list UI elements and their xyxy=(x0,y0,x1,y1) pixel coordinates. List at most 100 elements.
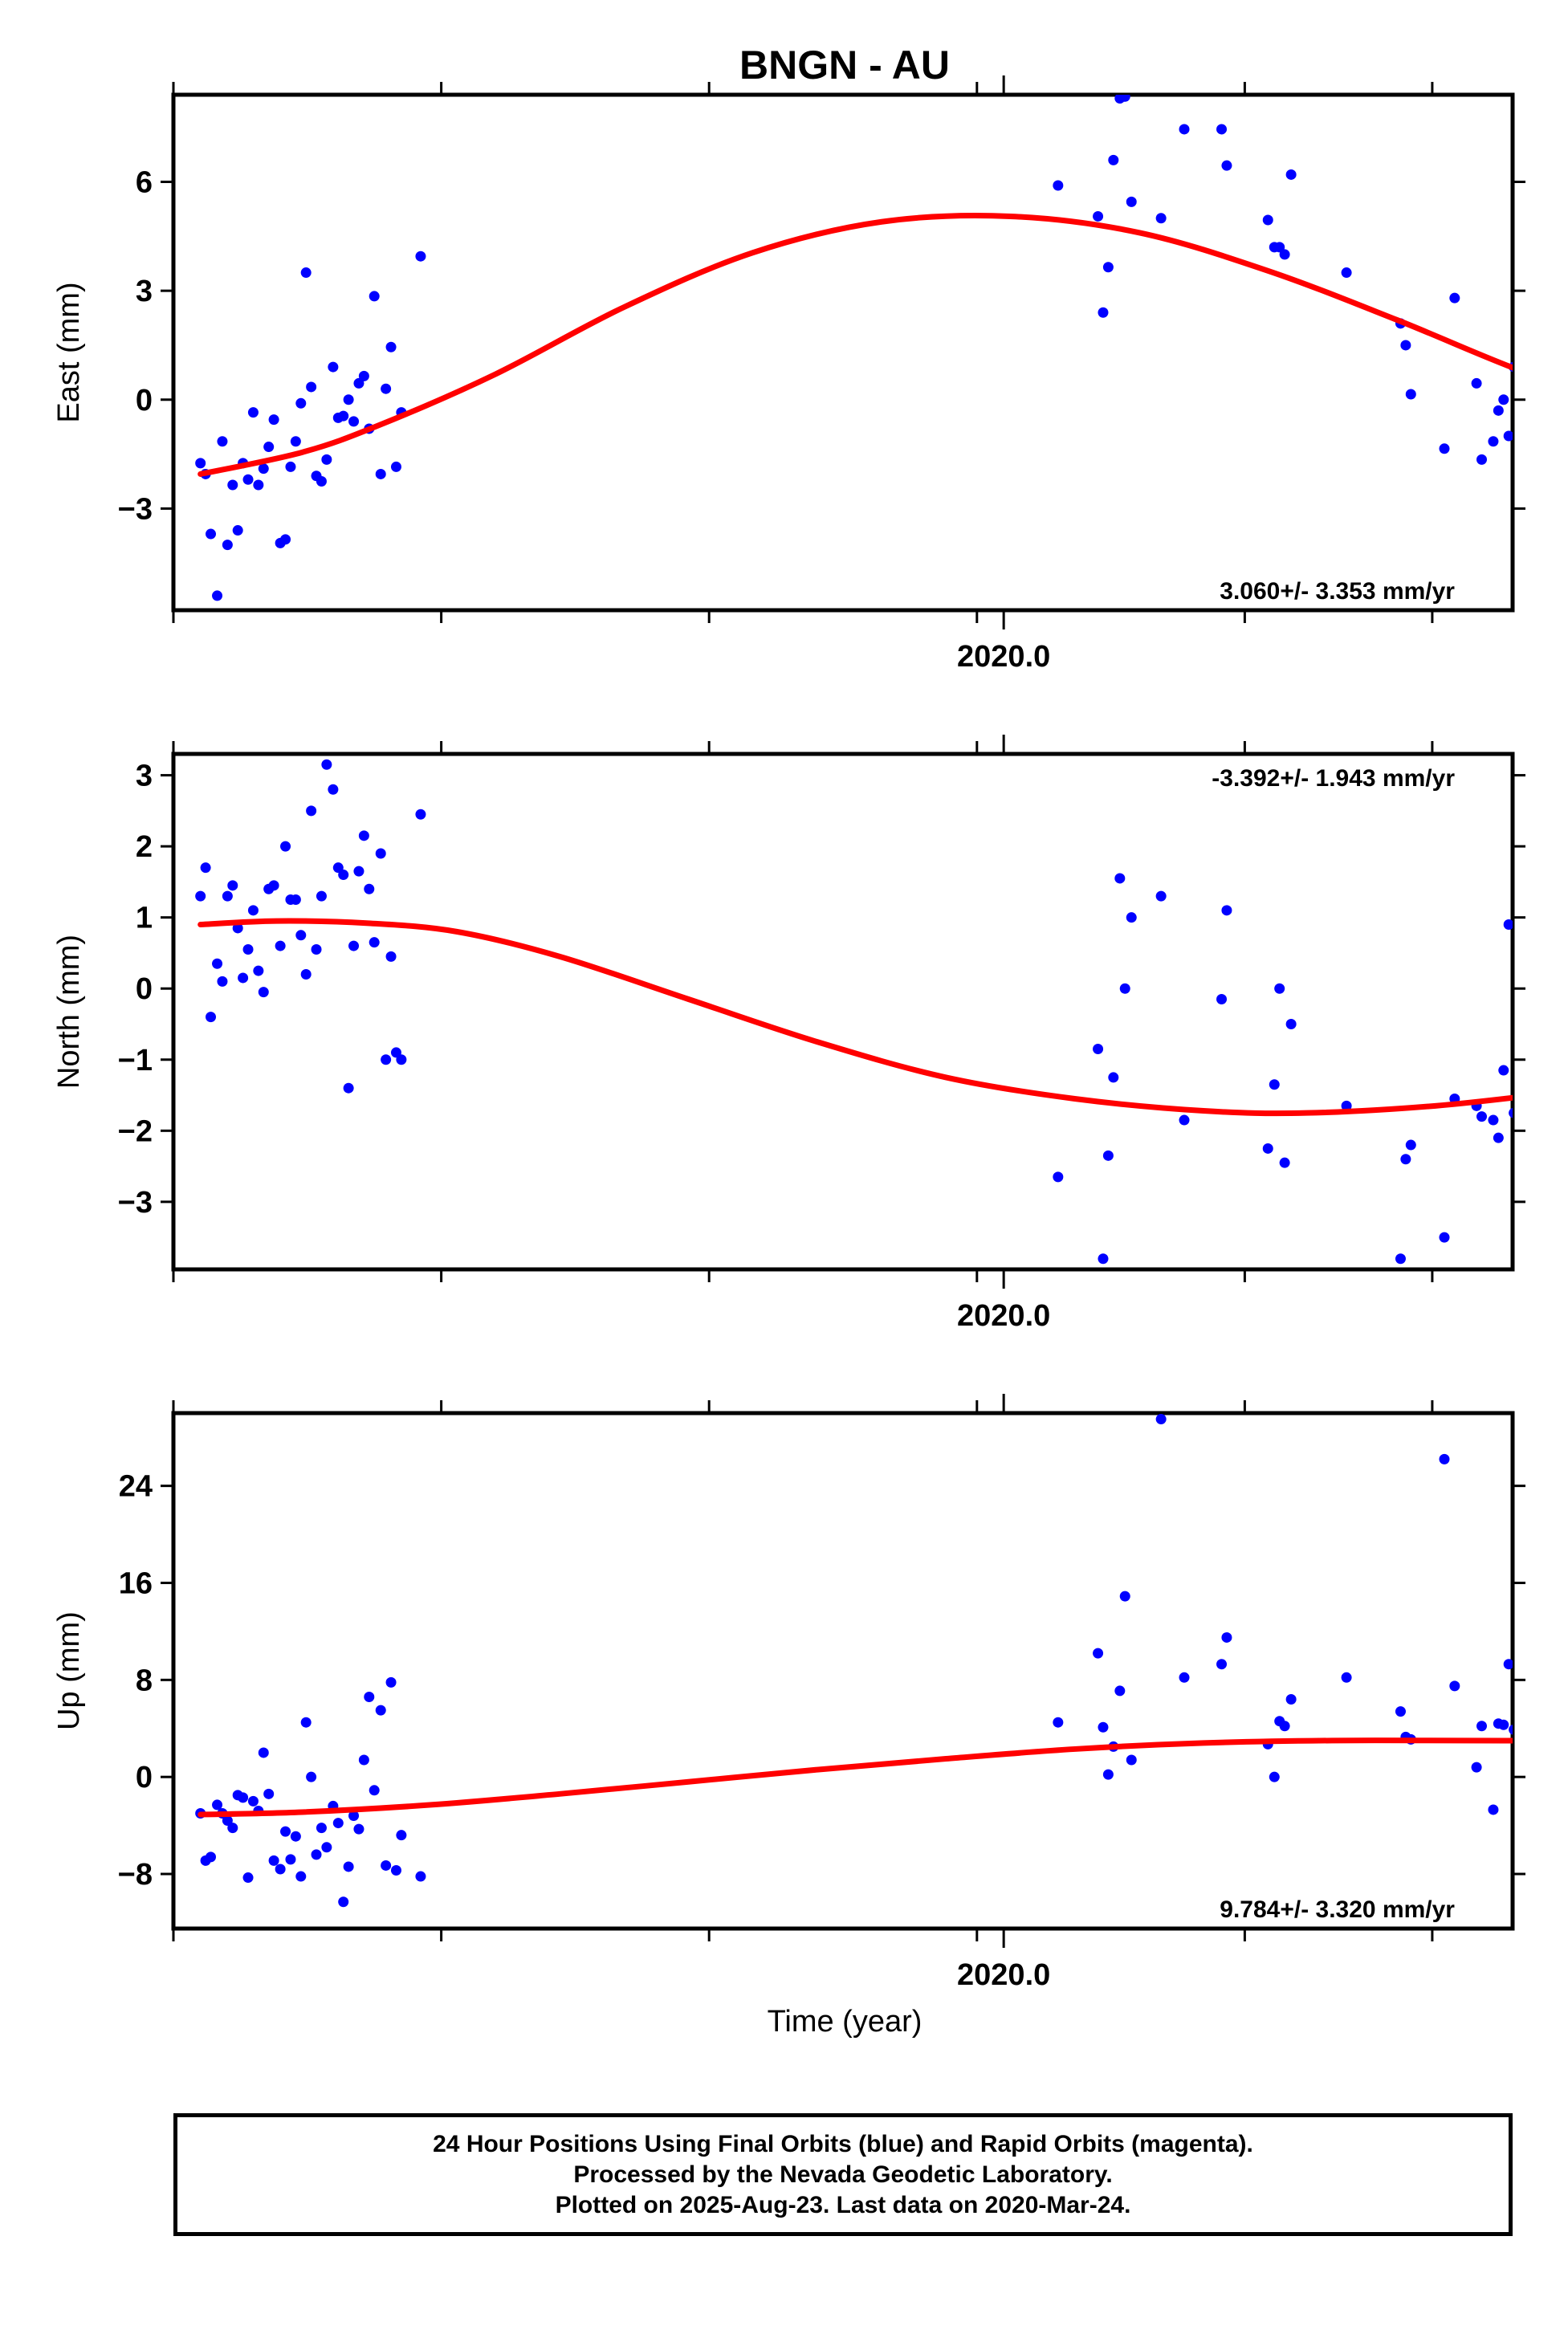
north-data-point xyxy=(1221,905,1232,916)
up-data-point xyxy=(1498,1719,1509,1730)
north-data-point xyxy=(353,866,365,877)
up-data-point xyxy=(1530,1787,1541,1798)
north-data-point xyxy=(1098,1253,1109,1265)
up-data-point xyxy=(1395,1706,1406,1717)
up-data-point xyxy=(1216,1659,1228,1670)
up-data-point xyxy=(290,1831,301,1842)
north-data-point xyxy=(1102,1150,1114,1161)
up-data-point xyxy=(1269,1771,1280,1782)
east-data-point xyxy=(353,377,365,389)
up-data-point xyxy=(385,1676,397,1688)
up-data-point xyxy=(332,1818,344,1829)
up-data-point xyxy=(258,1747,269,1758)
north-rate-label: -3.392+/- 1.943 mm/yr xyxy=(1212,765,1455,792)
north-data-point xyxy=(396,1054,407,1065)
up-data-point xyxy=(1471,1762,1482,1773)
up-y-tick-label: 0 xyxy=(136,1761,153,1794)
north-data-point xyxy=(348,940,360,951)
north-data-point xyxy=(1405,1139,1416,1151)
east-data-point xyxy=(227,479,238,491)
north-data-point xyxy=(1515,1083,1525,1094)
up-data-point xyxy=(1098,1721,1109,1733)
east-data-point xyxy=(1262,214,1273,226)
east-data-point xyxy=(232,525,243,536)
caption-line-1: 24 Hour Positions Using Final Orbits (bl… xyxy=(433,2130,1253,2157)
east-data-point xyxy=(1126,196,1137,207)
north-data-point xyxy=(358,830,369,841)
east-data-point xyxy=(348,416,360,427)
north-data-point xyxy=(217,976,228,987)
north-data-point xyxy=(1262,1143,1273,1154)
east-data-point xyxy=(268,414,279,426)
north-data-point xyxy=(1053,1171,1064,1183)
caption-box: 24 Hour Positions Using Final Orbits (bl… xyxy=(173,2113,1513,2236)
north-y-tick-label: −2 xyxy=(118,1114,153,1148)
up-data-point xyxy=(206,1851,217,1863)
north-data-point xyxy=(206,1012,217,1023)
north-y-tick-label: 1 xyxy=(136,902,153,935)
north-data-layer xyxy=(195,759,1551,1265)
north-data-point xyxy=(1536,1083,1546,1094)
east-data-point xyxy=(1216,124,1228,135)
panels: −3 0 3 6 2020.0 East (mm) 3.060+/- 3.353 mm/yr… xyxy=(52,75,1562,1992)
north-data-point xyxy=(306,805,317,817)
east-data-point xyxy=(1179,124,1190,135)
up-data-point xyxy=(285,1854,296,1865)
up-data-point xyxy=(212,1799,223,1811)
up-y-tick-label: 16 xyxy=(119,1566,153,1600)
north-data-point xyxy=(364,883,375,894)
up-data-point xyxy=(369,1785,380,1796)
east-data-point xyxy=(1536,306,1546,316)
north-x-tick-label: 2020.0 xyxy=(957,1299,1050,1333)
east-data-point xyxy=(1525,409,1536,419)
north-data-point xyxy=(275,940,286,951)
north-data-point xyxy=(238,972,249,984)
east-data-point xyxy=(300,267,312,279)
east-data-point xyxy=(242,474,254,485)
north-data-point xyxy=(1439,1232,1450,1243)
north-data-point xyxy=(200,862,211,874)
east-data-point xyxy=(1551,313,1562,324)
east-data-point xyxy=(1503,430,1513,442)
north-data-point xyxy=(295,930,307,941)
north-y-tick-label: −1 xyxy=(118,1044,153,1077)
east-data-point xyxy=(369,291,380,302)
east-data-point xyxy=(1541,351,1551,361)
up-data-point xyxy=(311,1849,322,1860)
up-data-point xyxy=(247,1795,259,1807)
north-data-point xyxy=(1155,890,1167,902)
north-data-point xyxy=(1179,1114,1190,1126)
up-rate-label: 9.784+/- 3.320 mm/yr xyxy=(1220,1896,1455,1923)
north-data-point xyxy=(1541,1115,1551,1126)
north-plot-frame xyxy=(171,752,1515,1272)
east-data-point xyxy=(1119,95,1130,102)
up-data-point xyxy=(268,1855,279,1866)
panel-north: −3 −2 −1 0 1 2 3 2020.0 North (mm) -3.392+/- 1.94… xyxy=(52,735,1551,1333)
north-data-point xyxy=(338,870,349,881)
caption-line-3: Plotted on 2025-Aug-23. Last data on 202… xyxy=(555,2191,1131,2218)
up-data-point xyxy=(316,1823,327,1834)
north-data-point xyxy=(1493,1132,1504,1143)
east-data-point xyxy=(358,370,369,381)
east-y-tick-label: 6 xyxy=(136,166,153,200)
east-data-point xyxy=(1341,267,1352,279)
east-data-point xyxy=(1530,336,1541,347)
east-data-point xyxy=(338,410,349,422)
north-data-point xyxy=(1269,1079,1280,1090)
up-data-point xyxy=(396,1830,407,1841)
up-data-point xyxy=(306,1771,317,1782)
north-data-point xyxy=(375,848,386,859)
up-data-point xyxy=(1053,1717,1064,1728)
east-plot-frame xyxy=(171,92,1515,613)
east-data-point xyxy=(206,528,217,540)
up-data-point xyxy=(1126,1754,1137,1766)
east-data-point xyxy=(290,436,301,447)
up-data-point xyxy=(375,1705,386,1716)
up-data-point xyxy=(1114,1685,1126,1697)
north-data-point xyxy=(1126,912,1137,923)
north-data-point xyxy=(1476,1111,1488,1122)
north-data-point xyxy=(290,894,301,906)
up-y-tick-label: −8 xyxy=(118,1858,153,1892)
north-data-point xyxy=(247,905,259,916)
